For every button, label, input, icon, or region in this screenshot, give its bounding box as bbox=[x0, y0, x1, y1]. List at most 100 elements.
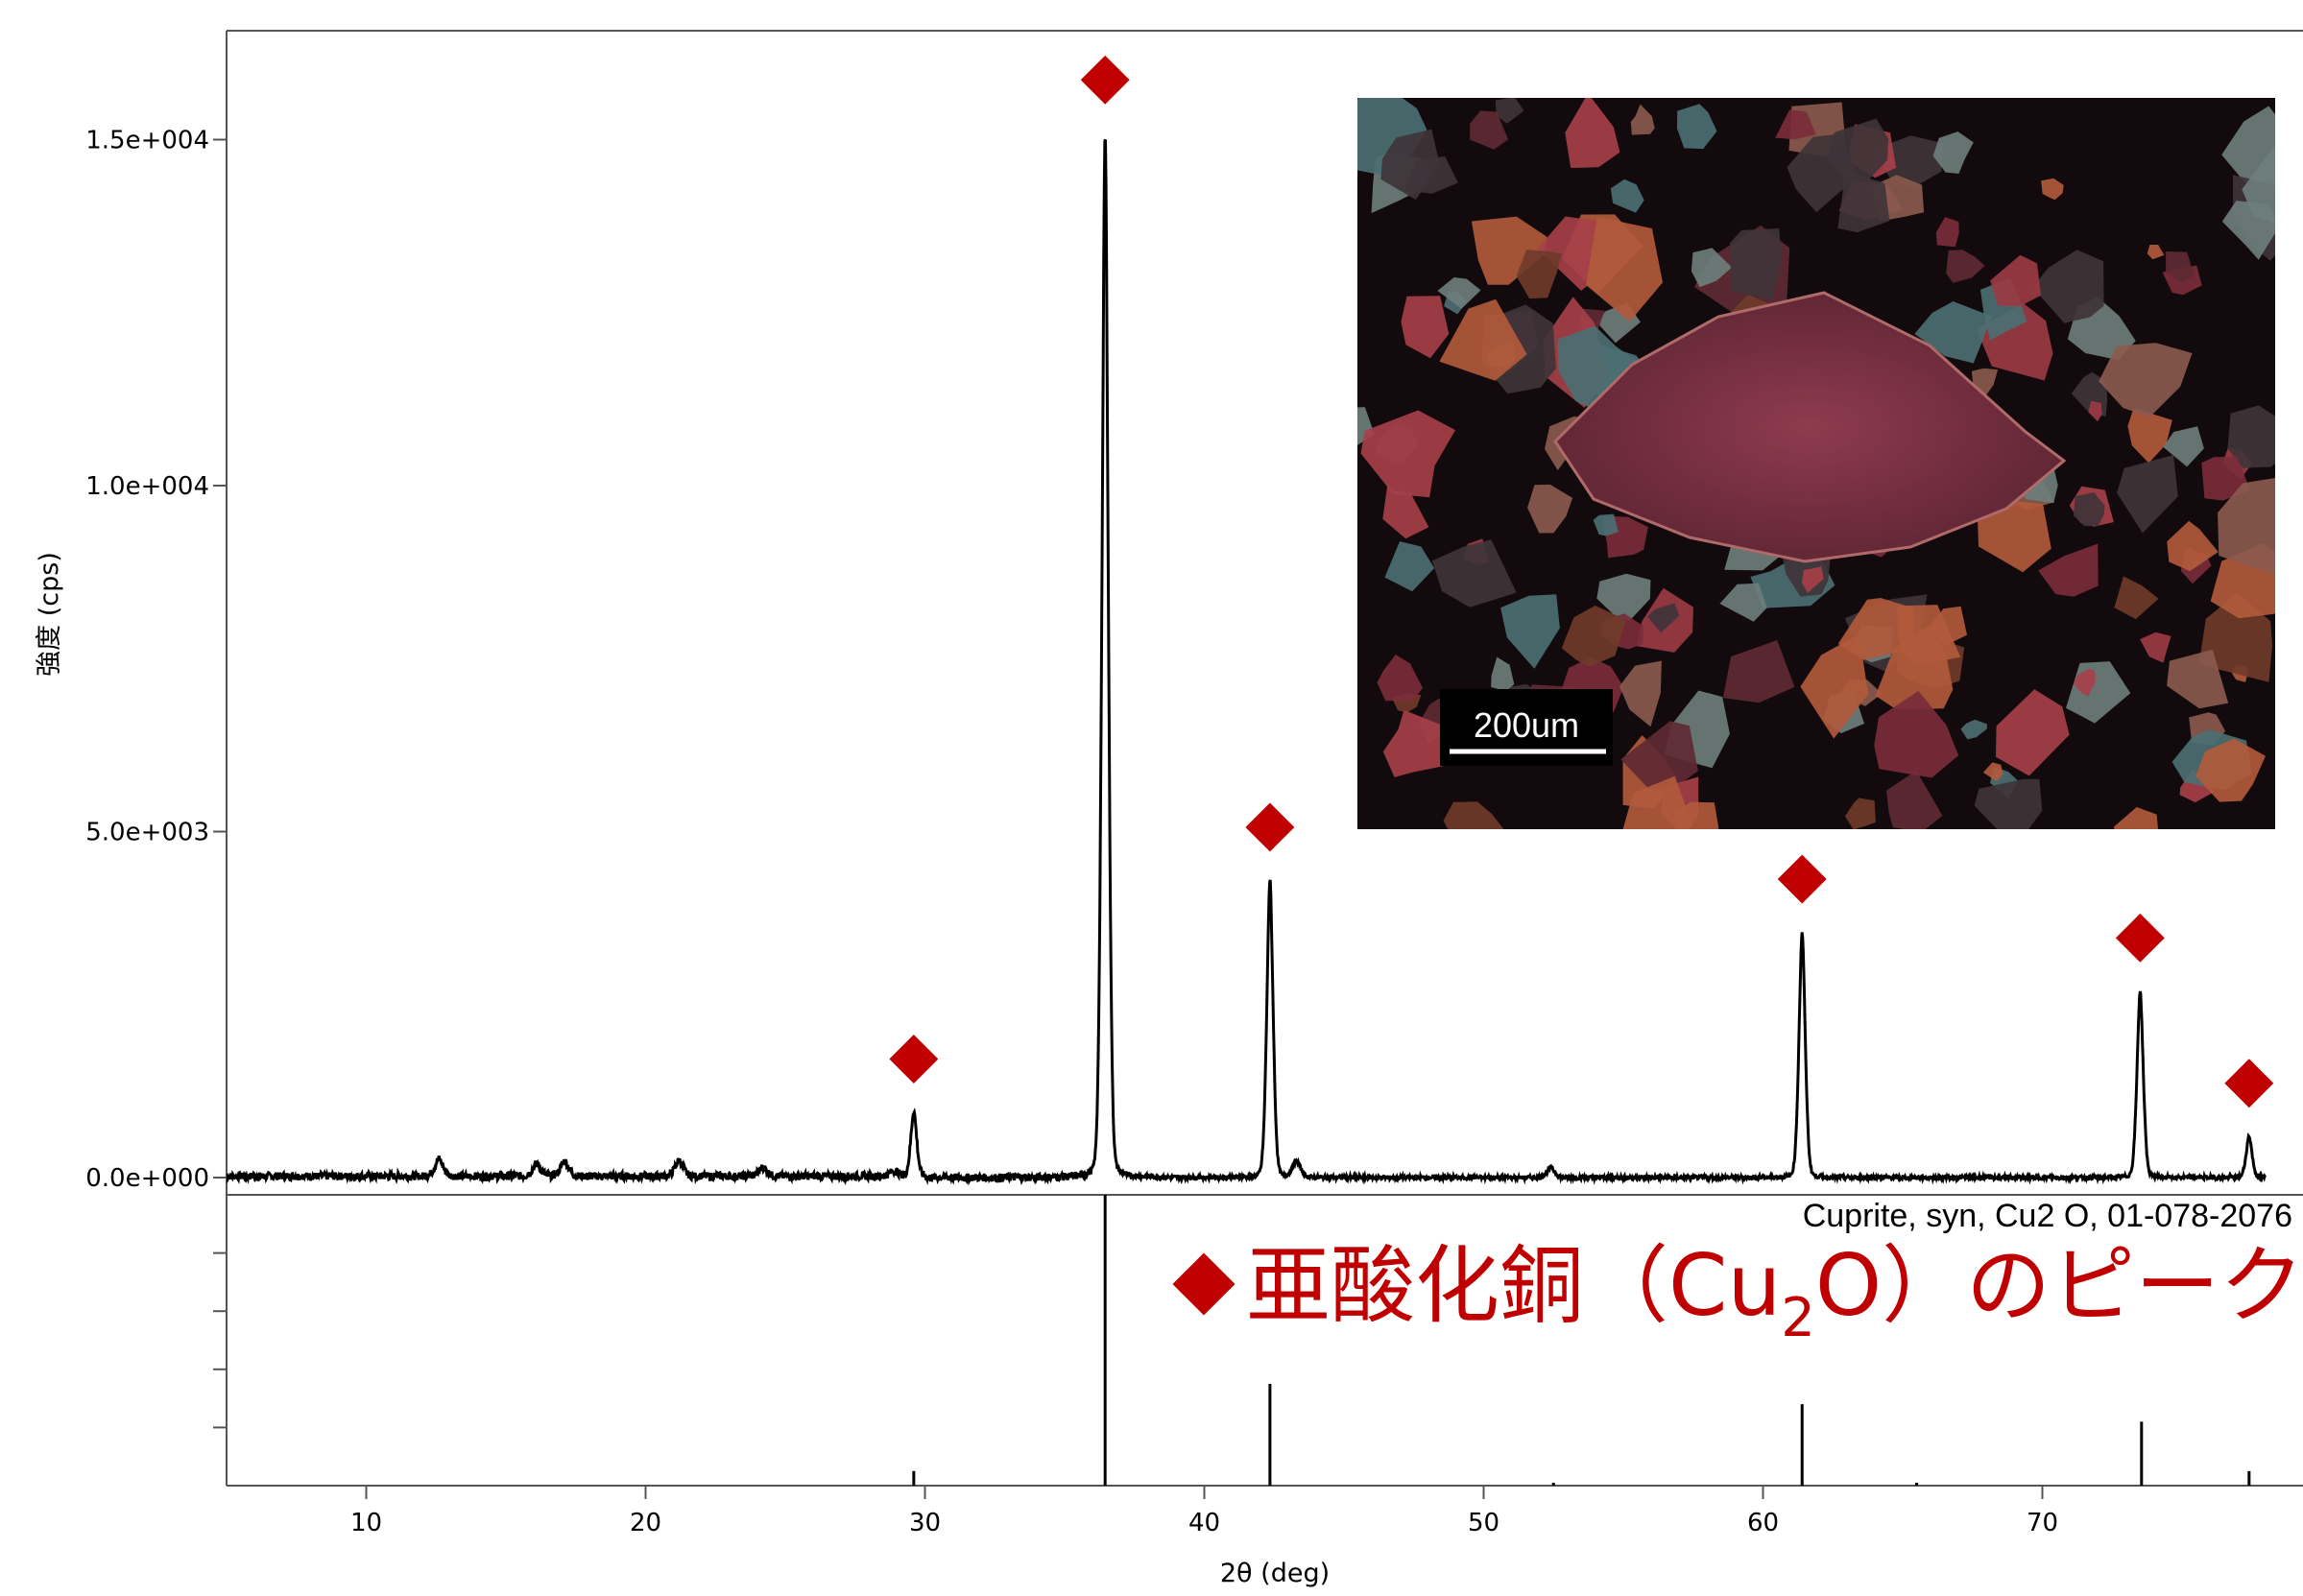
peak-marker bbox=[1245, 802, 1295, 852]
inset-particle bbox=[2038, 543, 2099, 597]
inset-particle bbox=[1897, 605, 1961, 666]
inset-particle bbox=[1622, 775, 1693, 829]
peak-marker bbox=[2224, 1059, 2274, 1108]
inset-particle bbox=[1874, 691, 1959, 778]
inset-particle bbox=[1401, 296, 1450, 359]
inset-particle bbox=[1557, 325, 1648, 414]
inset-particle bbox=[1377, 655, 1423, 702]
inset-particle bbox=[2166, 251, 2195, 284]
inset-particle bbox=[1691, 248, 1733, 288]
inset-particle bbox=[1619, 660, 1662, 727]
inset-particle bbox=[2147, 245, 2165, 260]
inset-particle bbox=[2074, 668, 2096, 697]
x-axis-ticks: 10 20 30 40 50 60 70 bbox=[350, 1486, 2058, 1537]
y-tick-label: 1.5e+004 bbox=[85, 127, 209, 155]
inset-particle bbox=[1982, 762, 2003, 782]
inset-particle bbox=[2073, 492, 2105, 527]
x-tick-label: 40 bbox=[1188, 1509, 1220, 1537]
inset-particle bbox=[1527, 484, 1573, 534]
inset-particle bbox=[1586, 216, 1663, 322]
inset-particle bbox=[2167, 520, 2219, 572]
inset-particle bbox=[1382, 485, 1429, 539]
inset-particle bbox=[2117, 455, 2178, 534]
inset-particle bbox=[1844, 798, 1876, 829]
x-tick-label: 60 bbox=[1747, 1509, 1779, 1537]
axes bbox=[226, 30, 2303, 1487]
inset-particle bbox=[1946, 250, 1985, 283]
y-tick-label: 5.0e+003 bbox=[85, 819, 209, 847]
peak-marker bbox=[1777, 854, 1827, 904]
inset-particle bbox=[2127, 408, 2172, 464]
peak-marker bbox=[1080, 55, 1130, 105]
inset-particle bbox=[1775, 109, 1816, 140]
inset-particle bbox=[1647, 603, 1680, 633]
legend-text-a: 亜酸化銅（Cu bbox=[1246, 1236, 1781, 1335]
inset-particle bbox=[1932, 131, 1974, 174]
peak-markers bbox=[889, 55, 2274, 1108]
scale-bar-label: 200um bbox=[1474, 705, 1579, 745]
inset-particle bbox=[1974, 778, 2043, 829]
inset-particle bbox=[1977, 496, 2051, 573]
inset-particle bbox=[2218, 478, 2275, 576]
inset-particle bbox=[1837, 171, 1890, 233]
reference-sticks bbox=[912, 1195, 2251, 1486]
inset-particle bbox=[1565, 98, 1620, 168]
inset-particle bbox=[1437, 277, 1481, 309]
y-tick-label: 0.0e+000 bbox=[85, 1164, 209, 1193]
inset-particle bbox=[2099, 343, 2193, 417]
inset-particle bbox=[1886, 770, 1943, 829]
inset-particle bbox=[1620, 721, 1698, 791]
inset-particle bbox=[1491, 656, 1515, 692]
micrograph-inset: 200um bbox=[1357, 98, 2275, 829]
inset-particle bbox=[1935, 217, 1959, 248]
inset-particle bbox=[1674, 801, 1719, 829]
y-tick-label: 1.0e+004 bbox=[85, 472, 209, 501]
inset-particle bbox=[1596, 573, 1651, 621]
inset-particle bbox=[1470, 110, 1509, 150]
x-tick-label: 20 bbox=[630, 1509, 661, 1537]
inset-particle bbox=[1676, 104, 1717, 150]
legend-subscript: 2 bbox=[1781, 1287, 1815, 1349]
inset-particle bbox=[1561, 606, 1626, 667]
large-grain bbox=[1553, 291, 2067, 563]
reference-label: Cuprite, syn, Cu2 O, 01-078-2076 bbox=[1803, 1198, 2292, 1234]
inset-particle bbox=[2195, 738, 2266, 802]
peak-marker bbox=[2115, 913, 2165, 963]
inset-particle bbox=[1495, 98, 1524, 124]
inset-particle bbox=[2167, 649, 2229, 709]
peak-marker bbox=[889, 1035, 939, 1084]
inset-particle bbox=[1610, 179, 1644, 213]
legend-text-b: O）のピーク bbox=[1815, 1236, 2303, 1335]
legend-label: 亜酸化銅（Cu2O）のピーク bbox=[1246, 1236, 2303, 1349]
inset-particle bbox=[1722, 640, 1795, 703]
inset-particle bbox=[1802, 566, 1824, 593]
inset-particle bbox=[2140, 631, 2171, 663]
inset-particle bbox=[1800, 633, 1869, 739]
inset-particle bbox=[1516, 250, 1562, 299]
inset-particle bbox=[2227, 405, 2275, 468]
inset-particle bbox=[1593, 513, 1619, 536]
inset-particle bbox=[1960, 719, 1987, 740]
legend-marker bbox=[1172, 1252, 1235, 1316]
inset-particle bbox=[1431, 539, 1517, 607]
x-tick-label: 50 bbox=[1468, 1509, 1499, 1537]
inset-particle bbox=[2114, 807, 2159, 829]
inset-particle bbox=[1439, 298, 1527, 381]
inset-particle bbox=[1719, 583, 1767, 622]
inset-particle bbox=[1384, 541, 1435, 592]
inset-particle bbox=[2114, 576, 2159, 620]
legend: 亜酸化銅（Cu2O）のピーク bbox=[1172, 1236, 2303, 1349]
inset-particle bbox=[2041, 178, 2064, 201]
x-axis-title: 2θ (deg) bbox=[1220, 1559, 1330, 1588]
x-tick-label: 70 bbox=[2027, 1509, 2058, 1537]
inset-particle bbox=[1730, 228, 1782, 299]
inset-particle bbox=[2032, 250, 2104, 323]
y-axis-title: 強度 (cps) bbox=[35, 552, 64, 677]
y-axis-ticks: 0.0e+000 5.0e+003 1.0e+004 1.5e+004 bbox=[85, 127, 227, 1193]
inset-particle bbox=[1500, 594, 1560, 669]
inset-particle bbox=[2242, 147, 2275, 225]
inset-particle bbox=[2163, 426, 2204, 467]
series-line-xrd bbox=[227, 138, 2267, 1186]
inset-particle bbox=[2088, 400, 2102, 422]
inset-particle bbox=[1378, 462, 1424, 494]
